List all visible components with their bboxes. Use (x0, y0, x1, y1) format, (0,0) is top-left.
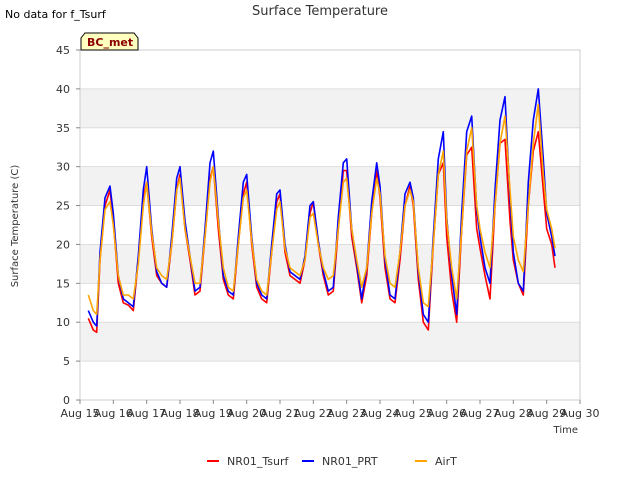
y-axis-label: Surface Temperature (C) (10, 165, 21, 288)
no-data-note: No data for f_Tsurf (5, 8, 106, 21)
y-tick-label: 35 (56, 122, 70, 135)
series-lines (87, 88, 556, 334)
y-tick-label: 5 (63, 355, 70, 368)
chart-title: Surface Temperature (251, 4, 388, 19)
x-tick-label: Aug 15 (61, 407, 100, 420)
x-tick-label: Aug 18 (161, 407, 200, 420)
y-tick-label: 40 (56, 83, 70, 96)
series-line-nr01-tsurf (87, 130, 556, 334)
x-axis-label: Time (553, 425, 578, 436)
x-tick-label: Aug 19 (194, 407, 233, 420)
x-tick-label: Aug 23 (327, 407, 366, 420)
x-tick-label: Aug 27 (461, 407, 500, 420)
legend-entry: AirT (435, 455, 457, 468)
x-tick-label: Aug 25 (394, 407, 433, 420)
band (80, 166, 580, 206)
x-tick-label: Aug 17 (127, 407, 166, 420)
y-axis-ticks: 0 5 10 15 20 25 30 35 40 45 (56, 44, 80, 407)
y-tick-label: 30 (56, 161, 70, 174)
x-tick-label: Aug 28 (494, 407, 533, 420)
legend-entry: NR01_Tsurf (227, 455, 289, 468)
x-tick-label: Aug 30 (561, 407, 600, 420)
y-tick-label: 10 (56, 316, 70, 329)
plot-frame (79, 49, 581, 401)
legend-entry: NR01_PRT (322, 455, 378, 468)
y-tick-label: 25 (56, 200, 70, 213)
x-tick-label: Aug 21 (261, 407, 300, 420)
legend: NR01_Tsurf NR01_PRT AirT (207, 455, 457, 468)
x-tick-label: Aug 29 (527, 407, 566, 420)
x-tick-label: Aug 16 (94, 407, 133, 420)
plot-background-bands (80, 88, 580, 362)
y-tick-label: 0 (63, 394, 70, 407)
badge-shape (80, 32, 139, 51)
series-line-airt (87, 103, 556, 316)
x-tick-label: Aug 20 (227, 407, 266, 420)
band (80, 322, 580, 362)
y-tick-label: 45 (56, 44, 70, 57)
x-tick-label: Aug 24 (361, 407, 400, 420)
y-tick-label: 15 (56, 277, 70, 290)
x-tick-label: Aug 22 (294, 407, 333, 420)
badge-label: BC_met (87, 36, 133, 49)
band (80, 88, 580, 128)
x-tick-label: Aug 26 (427, 407, 466, 420)
bc-met-badge: BC_met (80, 32, 139, 51)
y-tick-label: 20 (56, 238, 70, 251)
